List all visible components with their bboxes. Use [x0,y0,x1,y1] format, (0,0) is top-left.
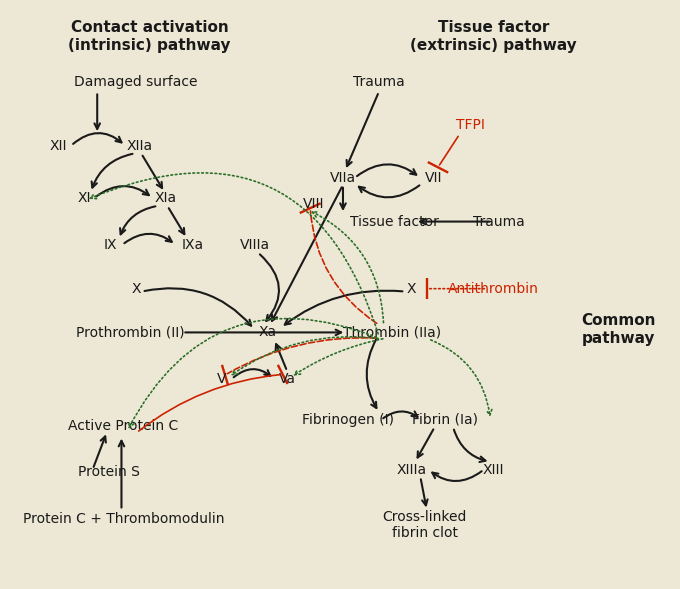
Text: Va: Va [279,372,296,386]
Text: IX: IX [103,238,117,252]
Text: Fibrinogen (I): Fibrinogen (I) [302,413,394,427]
Text: Protein S: Protein S [78,465,139,479]
Text: XI: XI [78,191,91,205]
Text: Trauma: Trauma [473,214,525,229]
Text: Cross-linked
fibrin clot: Cross-linked fibrin clot [383,510,467,540]
Text: Active Protein C: Active Protein C [68,419,179,433]
Text: Contact activation
(intrinsic) pathway: Contact activation (intrinsic) pathway [69,20,231,52]
Text: Antithrombin: Antithrombin [448,282,539,296]
Text: TFPI: TFPI [456,118,486,133]
Text: VII: VII [425,171,442,185]
Text: Tissue factor
(extrinsic) pathway: Tissue factor (extrinsic) pathway [410,20,577,52]
Text: XIIa: XIIa [126,139,153,153]
Text: Common
pathway: Common pathway [581,313,656,346]
Text: Trauma: Trauma [353,75,405,88]
Text: XII: XII [49,139,67,153]
Text: X: X [407,282,417,296]
Text: Fibrin (Ia): Fibrin (Ia) [411,413,477,427]
Text: Tissue factor: Tissue factor [350,214,439,229]
Text: V: V [217,372,226,386]
Text: XIIIa: XIIIa [396,462,427,477]
Text: Prothrombin (II): Prothrombin (II) [75,326,184,339]
Text: Damaged surface: Damaged surface [74,75,198,88]
Text: VIII: VIII [303,197,324,211]
Text: Xa: Xa [258,326,277,339]
Text: Thrombin (IIa): Thrombin (IIa) [343,326,441,339]
Text: X: X [132,282,141,296]
Text: Protein C + Thrombomodulin: Protein C + Thrombomodulin [22,512,224,526]
Text: XIa: XIa [155,191,177,205]
Text: VIIIa: VIIIa [239,238,269,252]
Text: IXa: IXa [181,238,203,252]
Text: VIIa: VIIa [330,171,356,185]
Text: XIII: XIII [483,462,505,477]
